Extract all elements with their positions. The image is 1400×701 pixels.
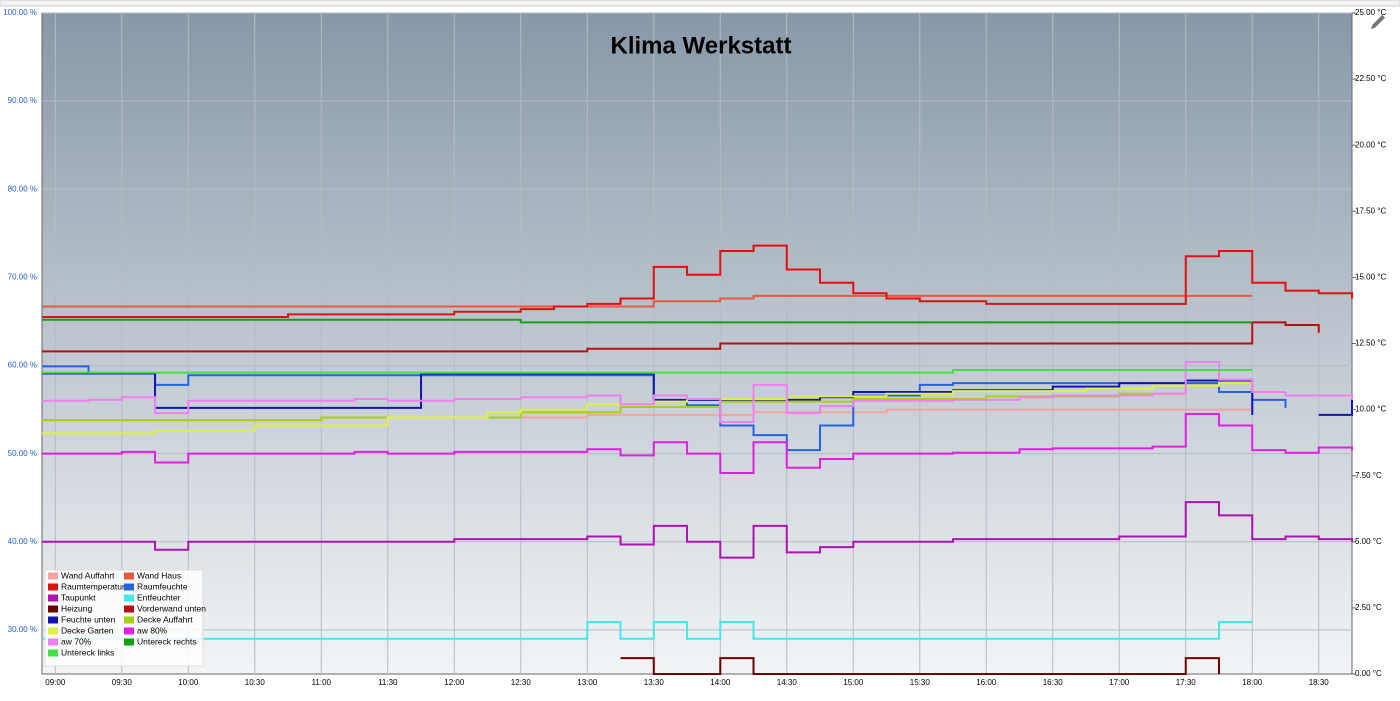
legend-label: aw 80% (137, 625, 168, 635)
x-tick-label: 09:00 (45, 678, 66, 687)
legend-swatch (48, 583, 58, 591)
x-tick-label: 14:30 (777, 678, 798, 687)
legend-swatch (124, 572, 134, 580)
x-tick-label: 15:00 (843, 678, 864, 687)
series-line (42, 413, 1353, 475)
series-line (42, 321, 1320, 353)
legend-swatch (48, 605, 58, 613)
legend-label: Vorderwand unten (137, 603, 206, 613)
x-tick-label: 10:30 (245, 678, 266, 687)
legend-label: Untereck rechts (137, 636, 197, 646)
y-tick-label: 90.00 % (8, 96, 37, 105)
top-bar (0, 0, 1400, 7)
legend-label: aw 70% (61, 636, 92, 646)
legend-label: Decke Garten (61, 625, 114, 635)
legend-label: Raumfeuchte (137, 581, 188, 591)
y-tick-label: 70.00 % (8, 273, 37, 282)
y-tick-label: 40.00 % (8, 537, 37, 546)
y2-tick-label: 15.00 °C (1355, 273, 1386, 282)
legend-swatch (124, 605, 134, 613)
legend-swatch (124, 583, 134, 591)
series-lines (42, 244, 1353, 675)
series-line (42, 365, 1287, 452)
x-tick-label: 16:30 (1043, 678, 1064, 687)
legend-label: Entfeuchter (137, 592, 181, 602)
series-line (42, 294, 1253, 308)
legend-label: Untereck links (61, 647, 114, 657)
legend-swatch (48, 649, 58, 657)
x-tick-label: 14:00 (710, 678, 731, 687)
x-tick-label: 11:30 (378, 678, 398, 687)
chart-title: Klima Werkstatt (611, 32, 792, 59)
series-line (42, 501, 1353, 559)
y2-tick-label: 10.00 °C (1355, 405, 1386, 414)
y-tick-label: 100.00 % (3, 8, 37, 17)
series-line (42, 244, 1353, 319)
y2-tick-label: 0.00 °C (1355, 669, 1382, 678)
series-line (42, 318, 1253, 324)
series-line (42, 382, 1254, 435)
x-tick-label: 09:30 (112, 678, 133, 687)
legend-swatch (124, 627, 134, 635)
series-line (42, 368, 1253, 374)
axes: 09:00 09:30 10:00 10:30 11:00 11:30 12:00 12:30… (3, 8, 1386, 687)
y-tick-label: 30.00 % (8, 625, 37, 634)
y2-tick-label: 17.50 °C (1355, 206, 1386, 215)
x-tick-label: 17:00 (1109, 678, 1130, 687)
legend-label: Raumtemperatur (61, 581, 125, 591)
y2-tick-label: 5.00 °C (1355, 537, 1382, 546)
y-tick-label: 60.00 % (8, 361, 37, 370)
series-line (42, 621, 1253, 640)
legend: Wand Auffahrt Wand Haus Raumtemperatur Raum… (44, 569, 206, 667)
x-tick-label: 15:30 (910, 678, 931, 687)
y2-tick-label: 20.00 °C (1355, 140, 1386, 149)
legend-swatch (48, 594, 58, 602)
legend-label: Heizung (61, 603, 92, 613)
y-tick-label: 50.00 % (8, 449, 37, 458)
legend-swatch (124, 638, 134, 646)
x-tick-label: 16:00 (976, 678, 997, 687)
x-tick-label: 17:30 (1176, 678, 1197, 687)
x-tick-label: 18:30 (1309, 678, 1330, 687)
series-line (42, 361, 1353, 423)
y2-tick-label: 22.50 °C (1355, 74, 1386, 83)
legend-swatch (124, 594, 134, 602)
legend-label: Feuchte unten (61, 614, 116, 624)
y2-tick-label: 7.50 °C (1355, 471, 1382, 480)
x-tick-label: 12:30 (511, 678, 532, 687)
y-tick-label: 80.00 % (8, 184, 37, 193)
y2-tick-label: 2.50 °C (1355, 603, 1382, 612)
x-tick-label: 18:00 (1242, 678, 1263, 687)
x-tick-label: 13:30 (644, 678, 665, 687)
legend-label: Wand Haus (137, 570, 181, 580)
y2-tick-label: 25.00 °C (1355, 8, 1386, 17)
x-tick-label: 11:00 (312, 678, 332, 687)
x-tick-label: 13:00 (577, 678, 598, 687)
series-line (620, 657, 1221, 675)
y2-tick-label: 12.50 °C (1355, 339, 1386, 348)
legend-swatch (124, 616, 134, 624)
legend-swatch (48, 572, 58, 580)
legend-swatch (48, 638, 58, 646)
x-tick-label: 10:00 (178, 678, 199, 687)
legend-swatch (48, 627, 58, 635)
legend-label: Wand Auffahrt (61, 570, 115, 580)
legend-label: Taupunkt (61, 592, 96, 602)
x-tick-label: 12:00 (444, 678, 465, 687)
legend-label: Decke Auffahrt (137, 614, 193, 624)
legend-swatch (48, 616, 58, 624)
